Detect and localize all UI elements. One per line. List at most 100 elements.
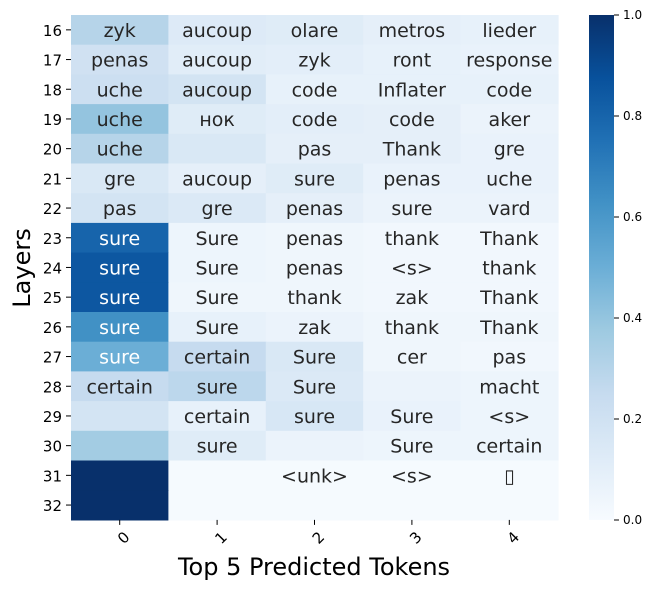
heatmap-cell-label: thank [385, 317, 439, 339]
heatmap-cell-label: uche [97, 79, 143, 101]
heatmap-cell-label: cer [397, 347, 427, 369]
heatmap-cell [71, 401, 169, 432]
heatmap-cell [363, 490, 462, 521]
y-tick-label: 17 [43, 52, 62, 70]
heatmap-cell [168, 312, 267, 343]
y-tick-label: 21 [43, 170, 62, 188]
heatmap-cell-label: aker [489, 109, 531, 131]
heatmap-cell [363, 282, 462, 313]
y-tick-label: 23 [43, 230, 62, 248]
heatmap-cell [363, 193, 462, 224]
heatmap-cell [265, 371, 364, 402]
heatmap-cell [168, 460, 267, 491]
heatmap-cell [363, 222, 462, 254]
heatmap-cell-label: aucoup [182, 79, 252, 101]
heatmap-cell [265, 252, 364, 283]
heatmap-cell-label: sure [99, 347, 140, 369]
colorbar-tick-label: 1.0 [623, 8, 642, 22]
heatmap-cell-label: Thank [479, 287, 538, 309]
heatmap-cell-label: Sure [196, 228, 239, 250]
heatmap-cell-label: response [466, 50, 552, 72]
heatmap-cell [460, 163, 559, 194]
y-tick-label: 20 [43, 141, 62, 159]
heatmap-cell-label: zyk [298, 50, 330, 72]
heatmap-cell [363, 430, 462, 462]
colorbar-tick-label: 0.0 [623, 513, 642, 527]
heatmap-cell [265, 282, 364, 313]
heatmap-cell-label: penas [383, 168, 440, 190]
heatmap-cell [363, 133, 462, 165]
heatmap-cell [265, 430, 364, 462]
heatmap-cell-label: <s> [391, 465, 433, 487]
heatmap-cell-label: sure [197, 436, 238, 458]
heatmap-cell-label: uche [97, 139, 143, 161]
heatmap-cell [71, 430, 169, 462]
heatmap-cell-label: sure [294, 406, 335, 428]
heatmap-cell-label: uche [97, 109, 143, 131]
heatmap-cell [363, 312, 462, 343]
heatmap-cell-label: <unk> [281, 465, 348, 487]
heatmap-cell [168, 15, 267, 46]
colorbar-tick-label: 0.4 [623, 311, 642, 325]
heatmap-cell-label: code [292, 109, 338, 131]
heatmap-cell [168, 252, 267, 283]
heatmap-cell-label: sure [99, 317, 140, 339]
heatmap-cell-label: aucoup [182, 168, 252, 190]
heatmap-cell [71, 133, 169, 165]
heatmap-cell [168, 163, 267, 194]
y-tick-label: 22 [43, 200, 62, 218]
colorbar-tick-label: 0.2 [623, 412, 642, 426]
colorbar-tick-label: 0.8 [623, 109, 642, 123]
x-axis-label: Top 5 Predicted Tokens [177, 553, 450, 581]
y-tick-label: 24 [43, 259, 62, 277]
heatmap-cell [460, 74, 559, 105]
y-tick-label: 29 [43, 408, 62, 426]
y-tick-label: 27 [43, 349, 62, 367]
heatmap-cell-label: macht [479, 376, 539, 398]
heatmap-cell [363, 44, 462, 75]
y-axis-ticks: 16 17 18 19 20 21 22 23 24 25 26 27 28 29 30 31 32 [43, 22, 71, 515]
heatmap-cell-label: penas [91, 50, 148, 72]
heatmap-cell-label: sure [99, 287, 140, 309]
heatmap-cell [265, 490, 364, 521]
heatmap-cell [265, 133, 364, 165]
heatmap-cell-label: sure [197, 376, 238, 398]
heatmap-cell [71, 460, 169, 491]
heatmap-cell [363, 341, 462, 372]
heatmap-cell-label: code [292, 79, 338, 101]
heatmap-cell [460, 133, 559, 165]
heatmap-cell-label: olare [291, 20, 339, 42]
x-tick-label: 4 [504, 528, 523, 547]
heatmap-cell-label: gre [104, 168, 135, 190]
heatmap-cell-label: Sure [196, 317, 239, 339]
heatmap-cell-label: penas [286, 228, 343, 250]
heatmap-cell [265, 222, 364, 254]
heatmap-cell-label: uche [486, 168, 532, 190]
heatmap-cell-label: certain [476, 436, 542, 458]
heatmap-cell [460, 312, 559, 343]
heatmap-cell [265, 74, 364, 105]
heatmap-cell-label: penas [286, 198, 343, 220]
heatmap-cell-label: code [389, 109, 435, 131]
heatmap-cell-label: Sure [196, 257, 239, 279]
heatmap-cell [363, 15, 462, 46]
heatmap-cell-label: ront [393, 50, 432, 72]
heatmap-cell [460, 252, 559, 283]
heatmap-cell-label: thank [482, 257, 536, 279]
heatmap-cell-label: Sure [390, 436, 433, 458]
heatmap-cell [460, 222, 559, 254]
heatmap-cell [460, 104, 559, 135]
heatmap-cell-label: certain [184, 406, 250, 428]
y-tick-label: 28 [43, 378, 62, 396]
y-tick-label: 30 [43, 438, 62, 456]
x-axis-ticks: 0 1 2 3 4 [114, 519, 523, 548]
heatmap-cell [168, 74, 267, 105]
heatmap-cell-label: zak [396, 287, 429, 309]
heatmap-cell [265, 193, 364, 224]
heatmap-cell [168, 44, 267, 75]
heatmap-cell-label: sure [294, 168, 335, 190]
heatmap-cell [460, 460, 559, 491]
heatmap-cell [265, 401, 364, 432]
heatmap-cell-label: gre [202, 198, 233, 220]
